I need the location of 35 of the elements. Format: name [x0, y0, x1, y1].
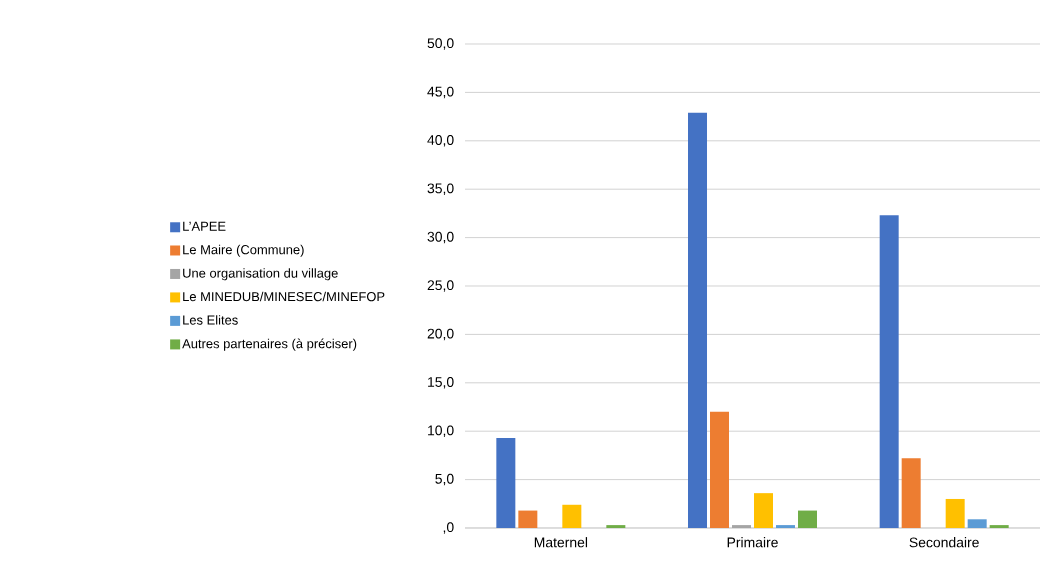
bar — [562, 504, 582, 528]
y-tick-label: 25,0 — [427, 280, 454, 292]
bar — [989, 525, 1009, 528]
y-tick-label: 30,0 — [427, 231, 454, 244]
y-tick-label: 10,0 — [428, 425, 454, 437]
y-tick-label: ,0 — [443, 522, 454, 534]
x-tick-label: Maternel — [534, 537, 588, 548]
y-tick-label: 35,0 — [427, 183, 454, 195]
x-tick-label: Secondaire — [909, 537, 979, 548]
bar — [798, 510, 818, 528]
bar — [776, 525, 795, 528]
y-tick-label: 40,0 — [427, 135, 454, 147]
legend-label: Le MINEDUB/MINESEC/MINEFOP — [183, 291, 385, 302]
legend-label: L’APEE — [183, 221, 226, 231]
bar — [945, 498, 965, 528]
legend-label: Le Maire (Commune) — [183, 244, 304, 257]
bar — [901, 458, 921, 528]
bar — [754, 493, 773, 528]
y-tick-label: 15,0 — [428, 377, 454, 389]
bar — [688, 112, 707, 528]
x-tick-label: Primaire — [727, 537, 778, 548]
legend-label: Les Elites — [183, 315, 238, 325]
bar — [710, 411, 729, 528]
bar — [496, 437, 516, 528]
bar — [518, 510, 538, 528]
bar — [967, 519, 987, 528]
y-tick-label: 50,0 — [427, 38, 454, 50]
legend-label: Une organisation du village — [183, 268, 338, 281]
legend-label: Autres partenaires (à préciser) — [182, 338, 357, 351]
bar — [732, 525, 751, 528]
y-tick-label: 5,0 — [435, 473, 454, 486]
bar — [879, 215, 899, 528]
y-tick-label: 45,0 — [427, 86, 454, 99]
bar — [606, 525, 626, 528]
y-tick-label: 20,0 — [427, 328, 454, 341]
